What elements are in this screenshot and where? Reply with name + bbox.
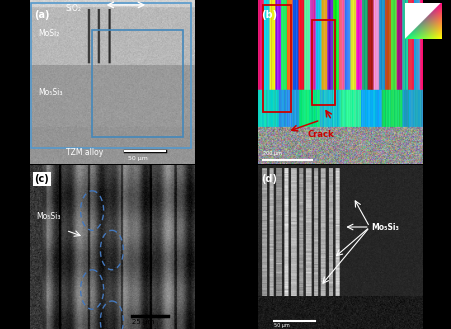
Text: SiO₂: SiO₂: [66, 4, 82, 13]
Text: Crack: Crack: [307, 130, 333, 139]
Text: (a): (a): [34, 10, 50, 20]
Text: Mo₅Si₃: Mo₅Si₃: [38, 89, 62, 97]
Text: (d): (d): [261, 174, 276, 184]
Bar: [92, 30, 182, 137]
Text: MoSi₂: MoSi₂: [38, 29, 59, 38]
Text: 50 μm: 50 μm: [128, 156, 148, 161]
Text: Mo₅Si₃: Mo₅Si₃: [371, 222, 398, 232]
Text: TZM alloy: TZM alloy: [66, 148, 103, 157]
Text: (b): (b): [261, 10, 276, 20]
Text: 50 μm: 50 μm: [274, 322, 290, 328]
Text: (c): (c): [34, 174, 49, 184]
Bar: [262, 5, 290, 112]
Bar: [312, 20, 335, 105]
Bar: [31, 3, 190, 148]
Text: 25 μm: 25 μm: [131, 319, 153, 325]
Text: 200 μm: 200 μm: [262, 151, 281, 157]
Text: Mo₅Si₃: Mo₅Si₃: [36, 212, 60, 221]
